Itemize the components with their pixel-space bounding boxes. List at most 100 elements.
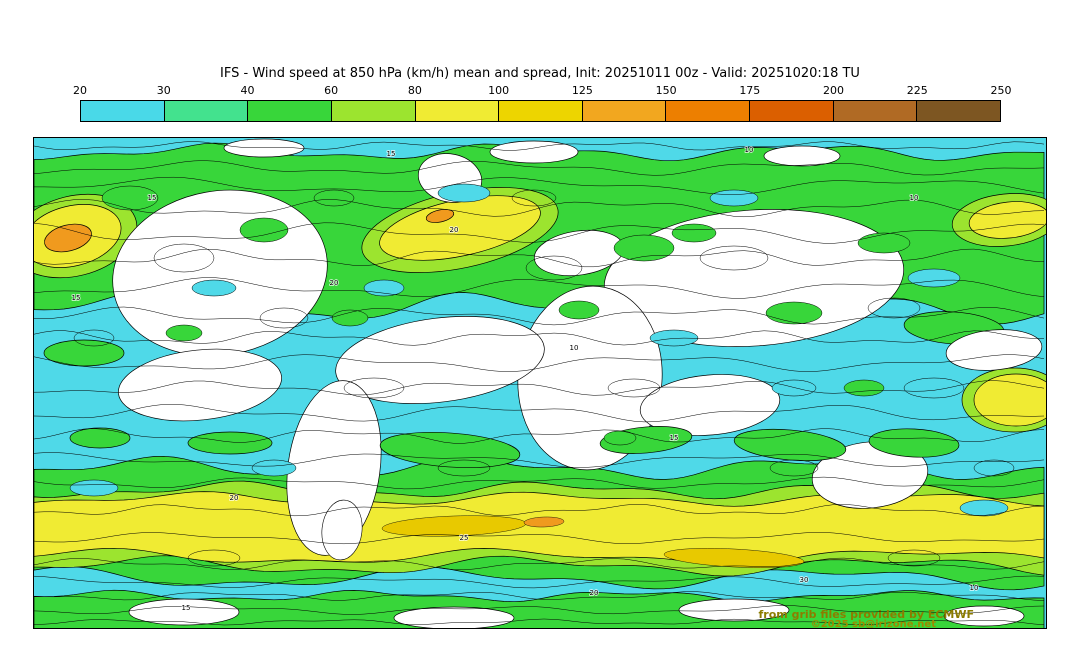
contour-label: 10 [970,584,979,592]
contour-shape [259,307,309,329]
contour-shape [43,339,125,367]
contour-shape [663,548,805,568]
contour-shape [34,380,1045,396]
contour-shape [34,428,1045,444]
contour-shape [34,354,1045,372]
contour-shape [811,441,929,509]
contour-shape [973,459,1015,477]
contour-label: 15 [182,604,191,612]
contour-shape [34,589,1045,628]
colorbar-segment [833,101,918,121]
colorbar-segment [81,101,165,121]
contour-shape [187,549,241,567]
colorbar-tick: 125 [571,84,593,97]
contour-shape [771,379,817,397]
contour-shape [857,232,911,254]
contour-shape [437,459,491,477]
contour-shape [34,222,1045,244]
contour-shape [321,499,363,561]
contour-shape [379,432,521,468]
contour-shape [973,373,1046,427]
contour-shape [34,199,1045,218]
contour-shape [34,491,1045,566]
contour-shape [128,598,240,626]
colorbar-tick: 20 [73,84,87,97]
colorbar-segment [331,101,416,121]
contour-shape [34,330,1044,346]
colorbar-segment [582,101,667,121]
contour-label: 20 [330,279,339,287]
contour-shape [343,377,405,399]
colorbar-tick: 60 [324,84,339,97]
contour-shape [34,476,1045,490]
contour-shape [558,300,600,320]
colorbar-tick: 40 [240,84,255,97]
contour-label: 20 [590,589,599,597]
contour-shape [34,591,1045,601]
contour-shape [34,532,1045,545]
attribution-copyright: ©2025 sb@irizone.net [811,619,937,628]
contour-label: 20 [450,226,459,234]
page-title: IFS - Wind speed at 850 hPa (km/h) mean … [220,66,860,81]
contour-shape [34,452,1045,468]
contour-label: 10 [570,344,579,352]
colorbar-segment [415,101,500,121]
contour-shape [335,316,545,404]
contour-shape [34,557,1045,571]
colorbar-segment [499,101,583,121]
contour-shape [251,459,297,477]
contour-shape [118,348,282,422]
contour-shape [907,268,961,288]
contour-label: 20 [230,494,239,502]
contour-shape [34,575,1045,589]
contour-shape [34,277,1045,299]
contour-shape [34,176,1045,195]
colorbar-tick: 150 [655,84,677,97]
contour-shape [903,377,965,399]
contour-shape [769,459,819,477]
contour-shape [34,248,1045,268]
contour-shape [165,324,203,342]
contour-shape [69,479,119,497]
contour-shape [437,183,491,203]
contour-shape [73,329,115,347]
contour-shape [607,378,661,398]
contour-shape [945,329,1043,371]
contour-shape [525,255,583,281]
contour-shape [671,223,717,243]
contour-shape [223,138,305,158]
colorbar: 20 30 40 60 80 100 125 150 175 200 225 250 [73,84,1012,126]
contour-shape [363,279,405,297]
contour-shape [959,499,1009,517]
contour-shape [511,189,557,207]
contour-shape [153,243,215,273]
contour-shape [393,606,515,628]
colorbar-tick: 100 [488,84,510,97]
contour-shape [649,329,699,347]
contour-label: 25 [460,534,469,542]
attribution-ecmwf: from grib files provided by ECMWF [759,608,974,621]
colorbar-tick: 200 [823,84,845,97]
colorbar-tick: 80 [407,84,422,97]
contour-shape [34,141,1045,151]
contour-label: 15 [72,294,81,302]
contour-label: 15 [387,150,396,158]
contour-shape [678,598,790,622]
colorbar-ticks: 20 30 40 60 80 100 125 150 175 200 225 250 [73,84,1012,98]
contour-label: 10 [910,194,919,202]
contour-labels-layer: 15 10 15 20 10 15 20 10 15 20 25 30 15 20 10 [71,145,979,612]
contour-label: 15 [670,434,679,442]
contour-shape [763,145,841,167]
contour-lines-layer [34,141,1045,626]
colorbar-segment [666,101,751,121]
contour-shape [191,279,237,297]
contour-label: 10 [745,146,754,154]
contour-shape [34,504,1045,517]
contour-shape [34,605,1045,615]
colorbar-segment [917,101,1001,121]
contour-shape [868,428,960,458]
colorbar-tick: 250 [990,84,1012,97]
colorbar-tick: 175 [739,84,761,97]
contour-shape [331,309,369,327]
contour-shape [239,217,289,243]
